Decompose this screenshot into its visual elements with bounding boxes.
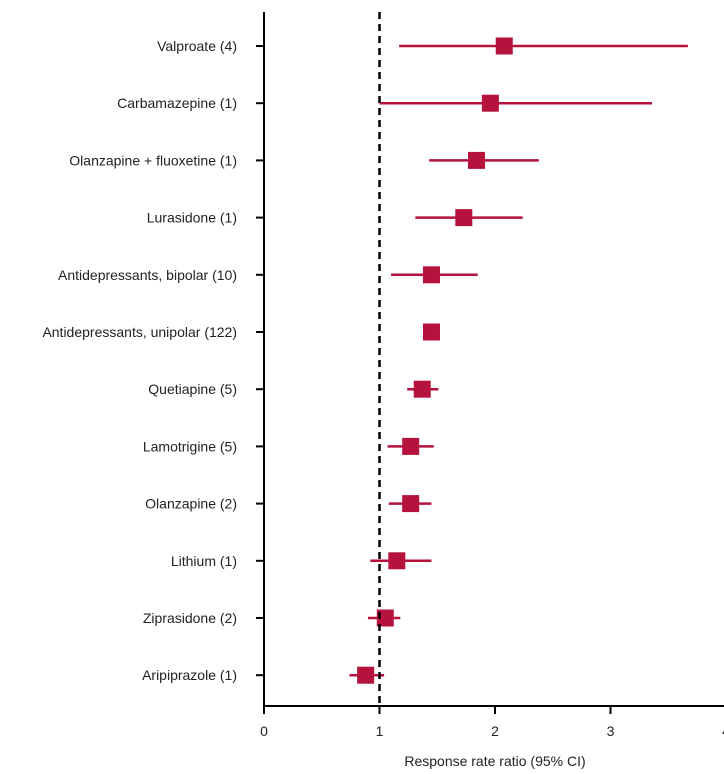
row-label: Lithium (1) [171, 553, 237, 569]
x-tick-label: 4 [722, 723, 724, 739]
row-label: Antidepressants, bipolar (10) [58, 267, 237, 283]
row-label: Valproate (4) [157, 38, 237, 54]
forest-row: Olanzapine (2) [145, 495, 432, 513]
row-label: Olanzapine + fluoxetine (1) [69, 152, 237, 168]
forest-row: Lithium (1) [171, 552, 432, 570]
row-label: Carbamazepine (1) [117, 95, 237, 111]
forest-row: Lamotrigine (5) [143, 437, 434, 455]
row-label: Ziprasidone (2) [143, 610, 237, 626]
forest-row: Valproate (4) [157, 37, 688, 55]
row-label: Olanzapine (2) [145, 496, 237, 512]
x-tick-label: 3 [607, 723, 615, 739]
x-ticks: 0 1 2 3 4 [260, 706, 724, 739]
estimate-marker [413, 380, 431, 398]
estimate-marker [495, 37, 513, 55]
row-label: Aripiprazole (1) [142, 667, 237, 683]
x-tick-label: 1 [376, 723, 384, 739]
forest-row: Carbamazepine (1) [117, 94, 653, 112]
row-label: Lamotrigine (5) [143, 438, 237, 454]
estimate-marker [481, 94, 499, 112]
forest-row: Quetiapine (5) [148, 380, 439, 398]
rows-layer: Valproate (4) Carbamazepine (1) Olanzapine… [42, 37, 688, 684]
x-tick-label: 2 [491, 723, 499, 739]
x-axis-title: Response rate ratio (95% CI) [404, 753, 585, 769]
x-tick-label: 0 [260, 723, 268, 739]
row-label: Lurasidone (1) [147, 210, 237, 226]
forest-row: Ziprasidone (2) [143, 609, 401, 627]
estimate-marker [422, 323, 440, 341]
estimate-marker [455, 209, 473, 227]
estimate-marker [402, 495, 420, 513]
forest-row: Antidepressants, bipolar (10) [58, 266, 478, 284]
estimate-marker [357, 666, 375, 684]
estimate-marker [422, 266, 440, 284]
forest-row: Lurasidone (1) [147, 209, 523, 227]
forest-row: Olanzapine + fluoxetine (1) [69, 151, 539, 169]
estimate-marker [388, 552, 406, 570]
estimate-marker [468, 151, 486, 169]
forest-row: Antidepressants, unipolar (122) [42, 323, 440, 341]
estimate-marker [402, 437, 420, 455]
estimate-marker [376, 609, 394, 627]
row-label: Antidepressants, unipolar (122) [42, 324, 237, 340]
row-label: Quetiapine (5) [148, 381, 237, 397]
